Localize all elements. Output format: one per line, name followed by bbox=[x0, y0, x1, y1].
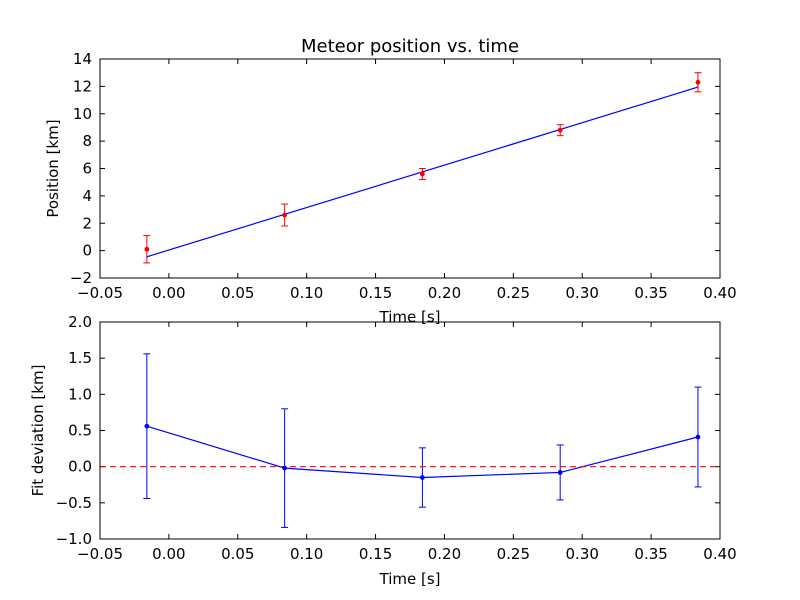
deviation-xtick-label: 0.30 bbox=[566, 545, 599, 563]
deviation-data-point bbox=[144, 423, 150, 429]
position-xtick-label: −0.05 bbox=[77, 284, 123, 302]
deviation-xtick-label: 0.05 bbox=[221, 545, 254, 563]
deviation-plot-ticks: −0.05 0.00 0.05 0.10 0.15 0.20 0.25 0.30 0.35 0.4… bbox=[56, 313, 737, 563]
position-plot-frame bbox=[99, 58, 721, 279]
deviation-xtick-label: 0.25 bbox=[497, 545, 530, 563]
position-xtick-label: 0.15 bbox=[359, 284, 392, 302]
deviation-data-point bbox=[557, 470, 563, 475]
position-ytick-label: 12 bbox=[73, 77, 92, 95]
deviation-xtick-label: 0.20 bbox=[428, 545, 461, 563]
position-plot-ylabel: Position [km] bbox=[44, 119, 62, 217]
position-xtick-label: 0.05 bbox=[221, 284, 254, 302]
deviation-ytick-label: −1.0 bbox=[56, 530, 92, 548]
position-data-point bbox=[420, 171, 425, 177]
deviation-xtick-label: −0.05 bbox=[77, 545, 123, 563]
deviation-ytick-label: 1.0 bbox=[68, 385, 92, 403]
position-ytick-label: 0 bbox=[82, 242, 92, 260]
position-plot-xlabel: Time [s] bbox=[379, 308, 441, 326]
position-xtick-label: 0.40 bbox=[703, 284, 736, 302]
position-data-point bbox=[144, 246, 150, 252]
deviation-xtick-label: 0.00 bbox=[152, 545, 185, 563]
position-ytick-label: −2 bbox=[70, 269, 92, 287]
deviation-plot-frame bbox=[99, 321, 721, 540]
position-ytick-label: 10 bbox=[73, 105, 92, 123]
deviation-xtick-label: 0.15 bbox=[359, 545, 392, 563]
position-data-point bbox=[557, 127, 563, 133]
position-data-point bbox=[695, 79, 701, 85]
position-plot-ticks: −0.05 0.00 0.05 0.10 0.15 0.20 0.25 0.30 0.35 0.4… bbox=[70, 50, 737, 302]
position-xtick-label: 0.25 bbox=[497, 284, 530, 302]
deviation-xtick-label: 0.35 bbox=[634, 545, 667, 563]
deviation-ytick-label: 0.0 bbox=[68, 458, 92, 476]
position-plot-title: Meteor position vs. time bbox=[301, 36, 519, 57]
position-ytick-label: 6 bbox=[82, 160, 92, 178]
deviation-ytick-label: 0.5 bbox=[68, 422, 92, 440]
position-ytick-label: 8 bbox=[82, 132, 92, 150]
deviation-plot-marks bbox=[100, 353, 720, 528]
deviation-data-point bbox=[420, 475, 425, 480]
deviation-data-point bbox=[282, 465, 288, 471]
position-ytick-label: 4 bbox=[82, 187, 92, 205]
position-xtick-label: 0.20 bbox=[428, 284, 461, 302]
deviation-ytick-label: −0.5 bbox=[56, 494, 92, 512]
deviation-plot: −0.05 0.00 0.05 0.10 0.15 0.20 0.25 0.30 0.35 0.4… bbox=[29, 313, 737, 588]
deviation-plot-ylabel: Fit deviation [km] bbox=[29, 365, 47, 497]
position-data-point bbox=[282, 212, 288, 218]
deviation-xtick-label: 0.10 bbox=[290, 545, 323, 563]
deviation-data-point bbox=[695, 434, 701, 440]
position-xtick-label: 0.10 bbox=[290, 284, 323, 302]
deviation-ytick-label: 1.5 bbox=[68, 349, 92, 367]
position-xtick-label: 0.35 bbox=[634, 284, 667, 302]
deviation-plot-xlabel: Time [s] bbox=[379, 570, 441, 588]
position-xtick-label: 0.00 bbox=[152, 284, 185, 302]
position-ytick-label: 14 bbox=[73, 50, 92, 68]
position-ytick-label: 2 bbox=[82, 214, 92, 232]
position-xtick-label: 0.30 bbox=[566, 284, 599, 302]
deviation-xtick-label: 0.40 bbox=[703, 545, 736, 563]
deviation-ytick-label: 2.0 bbox=[68, 313, 92, 331]
position-plot-marks bbox=[143, 72, 702, 264]
